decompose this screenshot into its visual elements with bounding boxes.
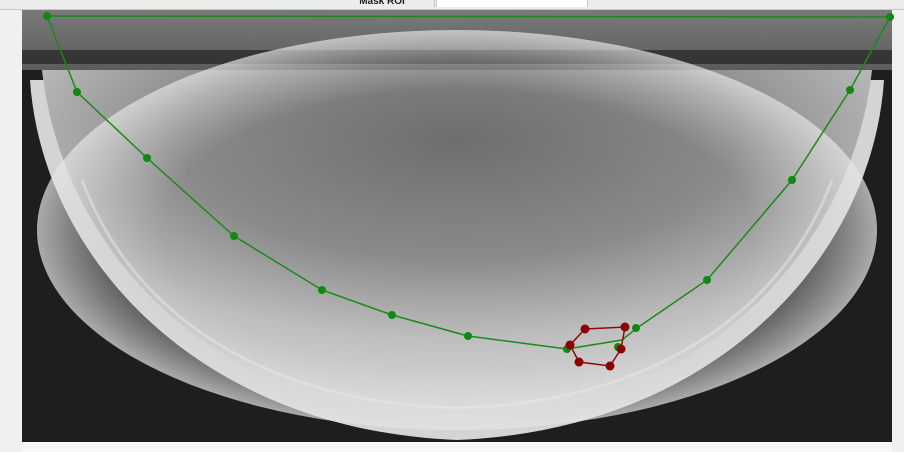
outer-vertex[interactable]	[143, 154, 151, 162]
outer-vertex[interactable]	[318, 286, 326, 294]
outer-vertex[interactable]	[73, 88, 81, 96]
outer-vertex[interactable]	[632, 324, 640, 332]
outer-vertex[interactable]	[788, 176, 796, 184]
inner-vertex[interactable]	[580, 324, 590, 334]
right-gutter	[892, 10, 904, 452]
outer-vertex[interactable]	[703, 276, 711, 284]
toolbar: Mask ROI	[0, 0, 904, 10]
outer-vertex[interactable]	[464, 332, 472, 340]
image-viewer[interactable]	[22, 10, 894, 442]
outer-polygon-vertices	[43, 12, 894, 353]
toolbar-input[interactable]	[436, 0, 588, 7]
bowl-highlight	[80, 179, 834, 410]
outer-vertex[interactable]	[43, 12, 51, 20]
inner-vertex[interactable]	[605, 361, 615, 371]
inner-vertex[interactable]	[565, 340, 575, 350]
canvas-svg[interactable]	[22, 10, 894, 442]
inner-vertex[interactable]	[574, 357, 584, 367]
status-strip	[22, 442, 892, 452]
outer-vertex[interactable]	[886, 13, 894, 21]
left-gutter	[0, 10, 22, 452]
outer-vertex[interactable]	[388, 311, 396, 319]
outer-vertex[interactable]	[230, 232, 238, 240]
inner-vertex[interactable]	[620, 322, 630, 332]
tab-mask-roi[interactable]: Mask ROI	[330, 0, 435, 7]
inner-polygon-vertices	[565, 322, 630, 371]
inner-vertex[interactable]	[616, 344, 626, 354]
bowl-glow	[37, 30, 877, 430]
outer-vertex[interactable]	[846, 86, 854, 94]
